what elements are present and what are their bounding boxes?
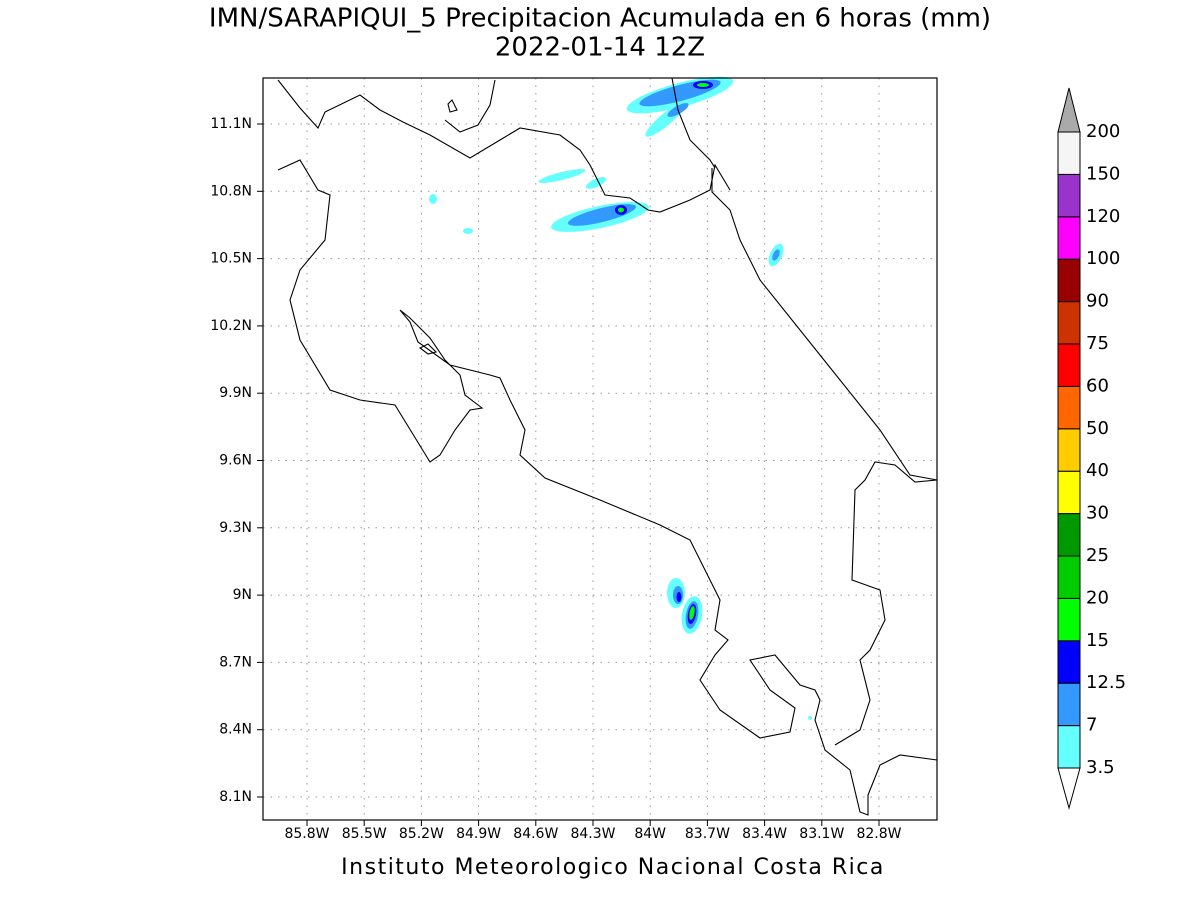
colorbar-box [1057,555,1081,599]
precip-area [772,249,780,261]
colorbar-box [1057,385,1081,430]
colorbar-label: 20 [1086,587,1109,608]
y-tick-label: 9.6N [219,453,252,469]
x-tick-label: 84.6W [513,826,558,842]
colorbar-label: 7 [1086,715,1097,736]
precip-area [463,228,473,234]
x-tick-label: 82.8W [856,826,901,842]
colorbar-box [1057,343,1081,387]
colorbar-label: 120 [1086,206,1120,227]
x-tick-label: 83.4W [742,826,787,842]
colorbar-label: 15 [1086,630,1109,651]
colorbar-box [1057,470,1081,515]
colorbar-label: 30 [1086,503,1109,524]
colorbar-label: 75 [1086,333,1109,354]
colorbar-over [1057,87,1081,133]
colorbar-box [1057,258,1081,303]
colorbar-box [1057,131,1081,175]
precip-area [689,606,695,620]
x-tick-label: 83.7W [685,826,730,842]
y-tick-label: 11.1N [210,116,252,132]
precipitation [429,76,812,720]
precip-area [538,169,586,183]
colorbar-under [1057,767,1081,810]
colorbar-label: 50 [1086,418,1109,439]
x-tick-label: 85.8W [284,826,329,842]
footer: Instituto Meteorologico Nacional Costa R… [341,855,885,880]
y-tick-label: 9N [233,587,252,603]
colorbar-label: 25 [1086,545,1109,566]
precip-area [697,83,709,87]
river [671,77,716,169]
colorbar-label: 60 [1086,375,1109,396]
colorbar-label: 100 [1086,248,1120,269]
colorbar-box [1057,301,1081,345]
precip-area [676,592,682,602]
precip-area [808,716,812,720]
precip-area [618,207,624,213]
y-tick-label: 8.1N [219,789,252,805]
subtitle: 2022-01-14 12Z [495,33,705,63]
coastline [277,159,938,816]
colorbar-box [1057,216,1081,260]
colorbar-label: 200 [1086,121,1120,142]
border [277,79,731,213]
colorbar-label: 90 [1086,291,1109,312]
island [447,99,458,113]
y-tick-label: 10.8N [210,183,252,199]
coastline [711,168,938,481]
map-frame [262,77,938,821]
colorbar: 3.5 7 12.5 15 20 25 30 40 50 60 75 90 100 120 150 200 [1057,87,1126,810]
x-tick-label: 84W [634,826,666,842]
y-tick-label: 8.7N [219,654,252,670]
colorbar-box [1057,682,1081,727]
colorbar-box [1057,173,1081,218]
colorbar-box [1057,640,1081,684]
y-tick-label: 9.3N [219,520,252,536]
y-tick-label: 9.9N [219,385,252,401]
x-tick-label: 84.9W [456,826,501,842]
title: IMN/SARAPIQUI_5 Precipitacion Acumulada … [209,4,991,34]
y-tick-label: 10.2N [210,318,252,334]
x-tick-label: 83.1W [799,826,844,842]
border [834,461,938,746]
colorbar-label: 150 [1086,163,1120,184]
coastline [444,79,496,133]
precip-area [429,194,437,204]
grid [257,78,937,826]
precip-area [585,177,607,189]
colorbar-label: 40 [1086,460,1109,481]
y-tick-label: 10.5N [210,251,252,267]
colorbar-box [1057,428,1081,472]
colorbar-label: 12.5 [1086,672,1126,693]
colorbar-box [1057,513,1081,557]
y-tick-label: 8.4N [219,722,252,738]
island [418,343,438,355]
coastlines [277,77,938,816]
x-tick-label: 85.2W [399,826,444,842]
colorbar-label: 3.5 [1086,757,1115,778]
x-tick-label: 85.5W [342,826,387,842]
colorbar-box [1057,725,1081,769]
colorbar-box [1057,597,1081,642]
x-tick-label: 84.3W [570,826,615,842]
